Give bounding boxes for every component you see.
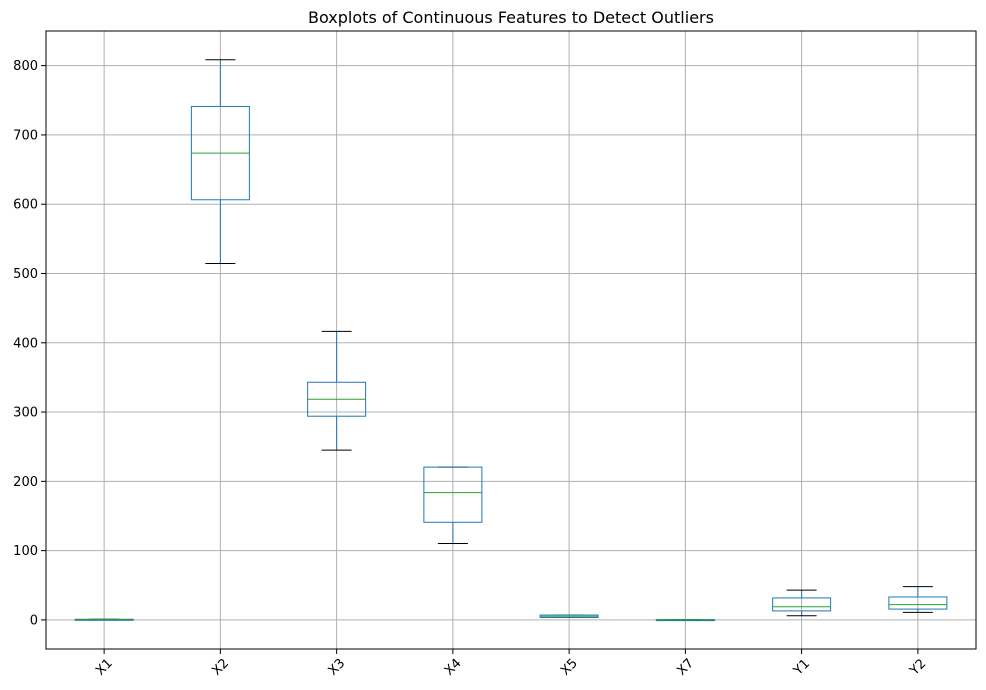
iqr-box xyxy=(888,596,948,610)
y-tick-label: 500 xyxy=(13,267,38,282)
plot-frame xyxy=(45,30,977,650)
box-x7 xyxy=(655,619,715,622)
box-layer xyxy=(74,59,948,622)
box-x2 xyxy=(190,59,250,264)
box-x1 xyxy=(74,618,134,621)
y-tick-label: 700 xyxy=(13,128,38,143)
y-tick-label: 100 xyxy=(13,544,38,559)
iqr-box xyxy=(423,466,483,523)
y-tick-label: 200 xyxy=(13,475,38,490)
y-tick-label: 300 xyxy=(13,406,38,421)
y-tick-label: 400 xyxy=(13,336,38,351)
y-tick-label: 600 xyxy=(13,198,38,213)
box-x3 xyxy=(307,330,367,451)
box-y1 xyxy=(772,589,832,617)
y-tick-label: 0 xyxy=(30,613,38,628)
box-x4 xyxy=(423,466,483,545)
iqr-box xyxy=(772,597,832,612)
chart-title: Boxplots of Continuous Features to Detec… xyxy=(308,8,714,27)
box-y2 xyxy=(888,586,948,613)
grid-layer xyxy=(46,31,976,649)
y-tick-label: 800 xyxy=(13,59,38,74)
box-x5 xyxy=(539,614,599,618)
